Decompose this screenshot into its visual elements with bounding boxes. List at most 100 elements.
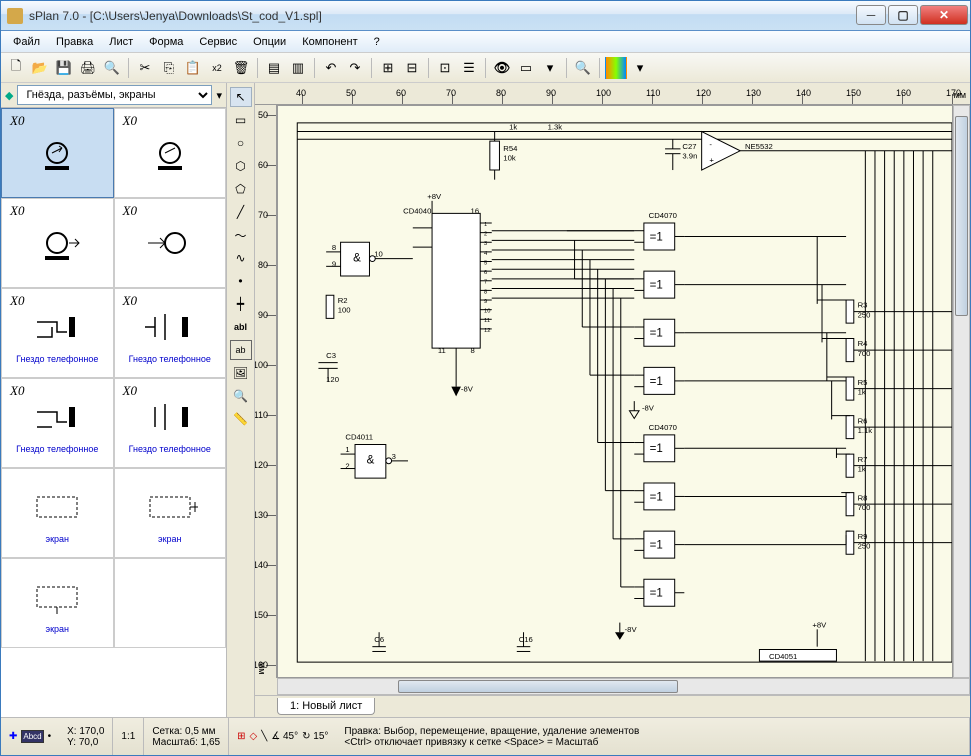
library-cell[interactable]: X0	[114, 198, 227, 288]
cut-icon[interactable]: ✂	[134, 57, 156, 79]
node-tool-icon[interactable]: ┿	[230, 294, 252, 314]
library-grid: X0X0X0X0X0Гнездо телефонноеX0Гнездо теле…	[1, 107, 226, 717]
ruler-icon[interactable]: ╲	[261, 731, 267, 742]
library-cell[interactable]: X0Гнездо телефонное	[1, 378, 114, 468]
zoom-icon[interactable]: 🔍	[572, 57, 594, 79]
chevron-down-icon[interactable]: ▾	[629, 57, 651, 79]
pointer-tool-icon[interactable]: ↖	[230, 87, 252, 107]
sheet-tab[interactable]: 1: Новый лист	[277, 698, 375, 715]
library-cell[interactable]: X0Гнездо телефонное	[1, 288, 114, 378]
cross-icon[interactable]: ✚	[9, 731, 17, 742]
chevron-down-icon[interactable]: ▾	[216, 89, 222, 102]
schematic-canvas[interactable]: 1k1.3kR5410kC273.9n-+NE5532+8VCD40401612…	[277, 105, 953, 678]
menu-service[interactable]: Сервис	[191, 34, 245, 50]
menubar: Файл Правка Лист Форма Сервис Опции Комп…	[1, 31, 970, 53]
dot-tool-icon[interactable]: •	[230, 271, 252, 291]
library-cell[interactable]: X0Гнездо телефонное	[114, 378, 227, 468]
curve-tool-icon[interactable]: 〜	[230, 225, 252, 245]
library-cell[interactable]: X0	[1, 198, 114, 288]
menu-component[interactable]: Компонент	[294, 34, 365, 50]
save-icon[interactable]: 💾	[53, 57, 75, 79]
list-icon[interactable]: ☰	[458, 57, 480, 79]
menu-edit[interactable]: Правка	[48, 34, 101, 50]
svg-text:CD4040: CD4040	[403, 206, 431, 215]
horizontal-scrollbar[interactable]	[277, 678, 970, 695]
dot-icon[interactable]: •	[48, 731, 52, 742]
library-cell[interactable]: экран	[114, 468, 227, 558]
duplicate-icon[interactable]: x2	[206, 57, 228, 79]
redo-icon[interactable]: ↷	[344, 57, 366, 79]
open-icon[interactable]: 📂	[29, 57, 51, 79]
library-dropdown[interactable]: Гнёзда, разъёмы, экраны	[17, 85, 212, 105]
svg-text:R7: R7	[858, 455, 868, 464]
menu-file[interactable]: Файл	[5, 34, 48, 50]
special-tool-icon[interactable]: ⬠	[230, 179, 252, 199]
close-button[interactable]: ✕	[920, 5, 968, 25]
svg-text:10: 10	[484, 309, 490, 315]
snap-point-icon[interactable]: ◇	[250, 731, 258, 742]
status-hint: Правка: Выбор, перемещение, вращение, уд…	[336, 718, 970, 755]
library-cell[interactable]: X0Гнездо телефонное	[114, 288, 227, 378]
label-tool-icon[interactable]: ab	[230, 340, 252, 360]
library-cell[interactable]: X0	[114, 108, 227, 198]
undo-icon[interactable]: ↶	[320, 57, 342, 79]
minimize-button[interactable]: ─	[856, 5, 886, 25]
svg-text:-: -	[709, 140, 712, 149]
menu-form[interactable]: Форма	[141, 34, 191, 50]
angle1-icon[interactable]: ∡ 45°	[271, 731, 298, 742]
polygon-tool-icon[interactable]: ⬡	[230, 156, 252, 176]
snap-grid-icon[interactable]: ⊞	[237, 731, 245, 742]
angle2-icon[interactable]: ↻ 15°	[302, 731, 328, 742]
copy-icon[interactable]: ⎘	[158, 57, 180, 79]
layers-icon[interactable]: ▭	[515, 57, 537, 79]
delete-icon[interactable]: 🗑	[230, 57, 252, 79]
svg-text:R54: R54	[503, 144, 518, 153]
svg-text:3: 3	[392, 452, 396, 461]
svg-text:R9: R9	[858, 532, 868, 541]
circle-tool-icon[interactable]: ○	[230, 133, 252, 153]
group-icon[interactable]: ⊞	[377, 57, 399, 79]
abcd-icon[interactable]: Abcd	[21, 730, 43, 743]
scrollbar-thumb[interactable]	[398, 680, 678, 693]
window-title: sPlan 7.0 - [C:\Users\Jenya\Downloads\St…	[29, 9, 856, 23]
menu-options[interactable]: Опции	[245, 34, 294, 50]
svg-text:11: 11	[438, 346, 446, 355]
svg-text:=1: =1	[650, 376, 663, 388]
measure-tool-icon[interactable]: 📏	[230, 409, 252, 429]
svg-text:CD4070: CD4070	[649, 423, 677, 432]
library-cell[interactable]	[114, 558, 227, 648]
ungroup-icon[interactable]: ⊟	[401, 57, 423, 79]
back-icon[interactable]: ▥	[287, 57, 309, 79]
front-icon[interactable]: ▤	[263, 57, 285, 79]
status-coords: X: 170,0 Y: 70,0	[59, 718, 113, 755]
image-tool-icon[interactable]: 🖼	[230, 363, 252, 383]
svg-text:5: 5	[484, 260, 487, 266]
bezier-tool-icon[interactable]: ∿	[230, 248, 252, 268]
svg-text:CD4070: CD4070	[649, 211, 677, 220]
new-icon[interactable]: 🗋	[5, 57, 27, 79]
svg-text:=1: =1	[650, 279, 663, 291]
scrollbar-thumb[interactable]	[955, 116, 968, 316]
svg-text:R2: R2	[338, 296, 348, 305]
zoom-tool-icon[interactable]: 🔍	[230, 386, 252, 406]
chevron-down-icon[interactable]: ▾	[539, 57, 561, 79]
grid-value: Сетка: 0,5 мм	[152, 726, 220, 737]
ruler-horizontal: мм 405060708090100110120130140150160170	[255, 83, 970, 105]
separator	[566, 58, 567, 78]
preview-icon[interactable]: 🔍	[101, 57, 123, 79]
text-tool-icon[interactable]: abI	[230, 317, 252, 337]
rect-tool-icon[interactable]: ▭	[230, 110, 252, 130]
library-cell[interactable]: экран	[1, 558, 114, 648]
library-cell[interactable]: экран	[1, 468, 114, 558]
maximize-button[interactable]: ▢	[888, 5, 918, 25]
menu-sheet[interactable]: Лист	[101, 34, 141, 50]
line-tool-icon[interactable]: ╱	[230, 202, 252, 222]
vertical-scrollbar[interactable]	[953, 105, 970, 678]
snap-icon[interactable]: ⊡	[434, 57, 456, 79]
print-icon[interactable]: 🖨	[77, 57, 99, 79]
paste-icon[interactable]: 📋	[182, 57, 204, 79]
menu-help[interactable]: ?	[366, 34, 388, 50]
color-icon[interactable]	[605, 57, 627, 79]
find-icon[interactable]: 👁	[491, 57, 513, 79]
library-cell[interactable]: X0	[1, 108, 114, 198]
